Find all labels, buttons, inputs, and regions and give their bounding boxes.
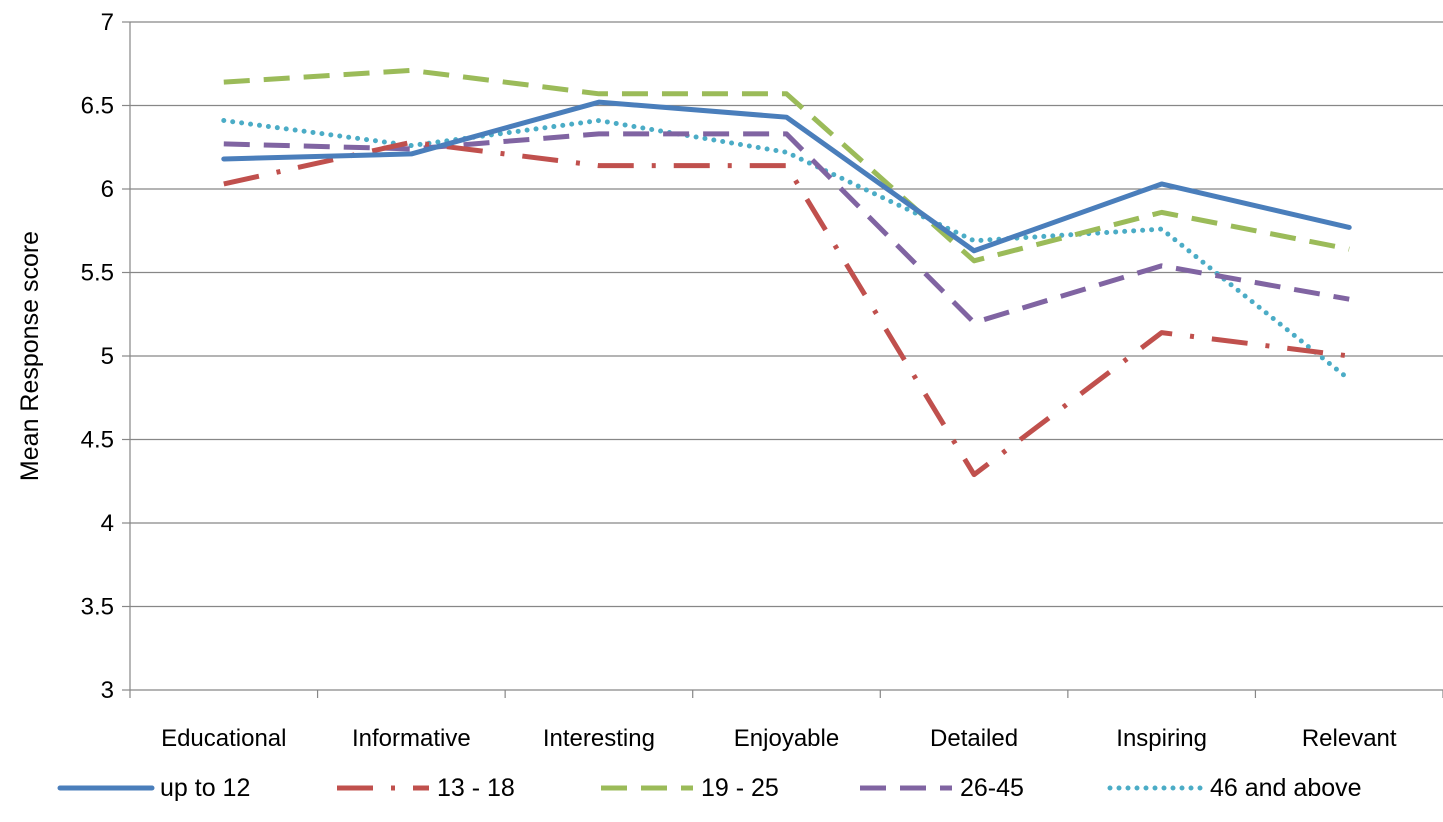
legend-label: 26-45 (960, 774, 1024, 802)
legend-label: 19 - 25 (701, 774, 779, 802)
x-tick-label: Interesting (543, 725, 655, 752)
y-tick-label: 5.5 (81, 260, 114, 287)
x-tick-label: Enjoyable (734, 725, 839, 752)
legend: up to 12 13 - 18 19 - 25 26-45 46 and above (57, 774, 1362, 802)
y-tick-label: 4.5 (81, 427, 114, 454)
y-tick-label: 6.5 (81, 93, 114, 120)
legend-label: 46 and above (1210, 774, 1362, 802)
x-tick-labels: Educational Informative Interesting Enjoyab… (161, 725, 1397, 752)
x-tick-label: Detailed (930, 725, 1018, 752)
series-line-19-25 (223, 67, 1350, 264)
series-line-46-and-above (221, 118, 1352, 382)
legend-label: up to 12 (160, 774, 250, 802)
legend-label: 13 - 18 (437, 774, 515, 802)
x-tick-label: Inspiring (1116, 725, 1207, 752)
series-line-26-45 (223, 131, 1350, 326)
y-tick-labels: 3 3.5 4 4.5 5 5.5 6 6.5 7 (81, 9, 114, 704)
series-lines (221, 67, 1352, 478)
x-tick-label: Educational (161, 725, 286, 752)
y-tick-label: 5 (101, 343, 114, 370)
series-line-13-18 (223, 139, 1350, 478)
axes (122, 21, 1443, 698)
y-tick-label: 7 (101, 9, 114, 36)
y-tick-label: 3 (101, 677, 114, 704)
y-axis-title: Mean Response score (16, 231, 44, 481)
y-tick-label: 6 (101, 176, 114, 203)
gridlines (130, 21, 1443, 608)
series-line-up-to-12 (221, 99, 1352, 254)
x-tick-label: Relevant (1302, 725, 1397, 752)
y-tick-label: 3.5 (81, 594, 114, 621)
x-tick-label: Informative (352, 725, 471, 752)
y-tick-label: 4 (101, 510, 114, 537)
